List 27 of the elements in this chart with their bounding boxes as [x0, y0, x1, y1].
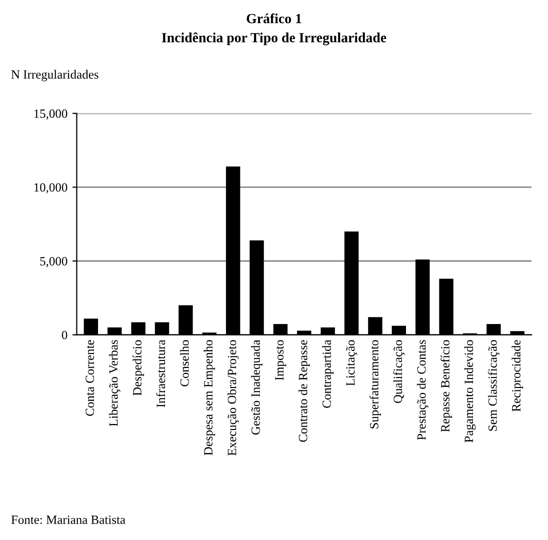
- y-tick-label: 15,000: [34, 109, 68, 120]
- y-tick-label: 10,000: [34, 183, 68, 194]
- x-tick-label: Imposto: [275, 340, 286, 380]
- x-tick-label: Reciprocidade: [512, 340, 524, 412]
- x-tick-label: Superfaturamento: [369, 340, 381, 428]
- chart-subtitle: Incidência por Tipo de Irregularidade: [162, 32, 386, 46]
- chart-title: Gráfico 1: [246, 13, 302, 24]
- x-tick-label: Contrapartida: [322, 340, 334, 408]
- x-tick-label: Liberação Verbas: [108, 340, 120, 426]
- y-tick-label: 5,000: [40, 257, 68, 268]
- x-tick-label: Pagamento Indevido: [464, 340, 476, 442]
- x-tick-label: Repasse Benefício: [440, 340, 452, 432]
- x-tick-label: Prestação de Contas: [416, 340, 428, 440]
- x-tick-label: Conta Corrente: [86, 340, 94, 416]
- x-tick-label: Execução Obra/Projeto: [227, 340, 239, 456]
- x-tick-label: Sem Classificação: [488, 340, 500, 431]
- y-axis-title: N Irregularidades: [11, 70, 98, 82]
- x-tick-label: Qualificação: [393, 340, 405, 403]
- source-note: Fonte: Mariana Batista: [11, 516, 126, 524]
- x-tick-label: Despedício: [132, 340, 144, 396]
- x-tick-label: Despesa sem Empenho: [204, 340, 216, 456]
- x-tick-label: Infraestrutura: [156, 340, 166, 408]
- x-tick-label: Gestão Inadequada: [251, 340, 262, 435]
- x-tick-label: Licitação: [346, 340, 358, 386]
- y-tick-label: 0: [62, 330, 68, 340]
- x-tick-label: Conselho: [180, 340, 189, 386]
- x-tick-label: Contrato de Repasse: [298, 340, 310, 442]
